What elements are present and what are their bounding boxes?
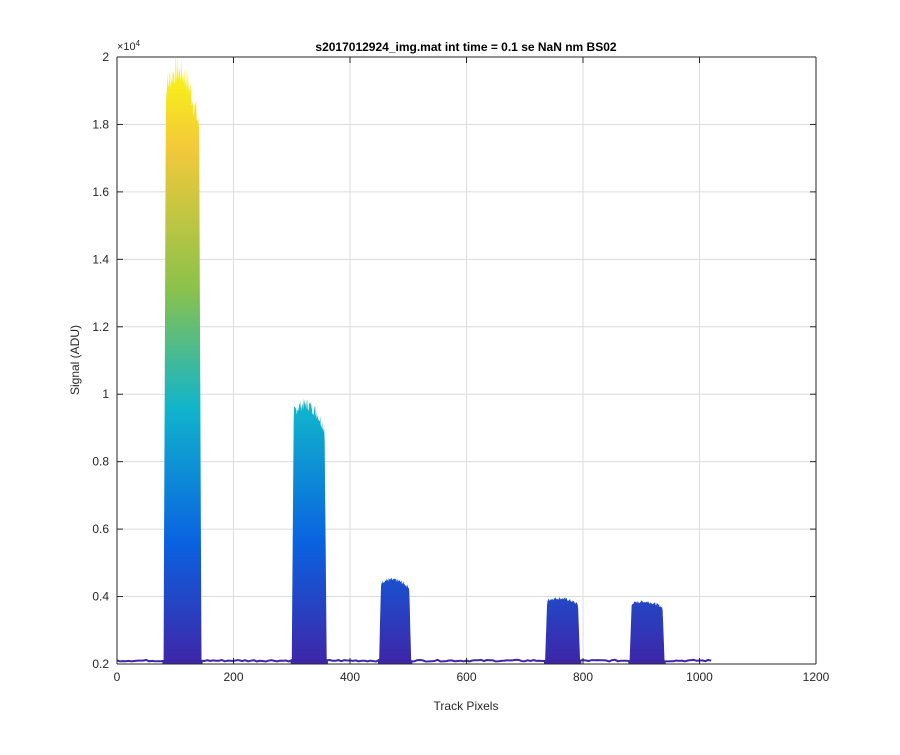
y-tick-label: 2 [102,50,109,64]
x-tick-label: 400 [340,670,360,684]
y-tick-label: 0.6 [92,522,109,536]
y-exponent-base: ×10 [117,41,136,53]
y-tick-label: 1.2 [92,320,109,334]
y-tick-label: 0.8 [92,455,109,469]
axes: 0 200 400 600 800 1000 1200 0.2 0.4 0.6 0.8 1 1.2 1.4… [92,50,829,684]
baseline-trace [116,658,712,663]
signal-band-1 [162,57,203,665]
y-exponent-power: 4 [136,39,141,48]
y-axis-label: Signal (ADU) [68,325,82,395]
signal-band-3 [378,577,413,664]
signal-band-5 [628,600,666,664]
signal-band-2 [290,398,328,664]
y-tick-label: 0.4 [92,590,109,604]
plot-area [116,57,712,665]
y-tick-label: 1.6 [92,185,109,199]
x-tick-label: 600 [456,670,476,684]
y-exponent-label: ×104 [117,39,141,53]
x-tick-label: 0 [114,670,121,684]
x-tick-label: 1000 [686,670,713,684]
grid [116,56,817,665]
y-tick-label: 1 [102,387,109,401]
signal-band-4 [544,597,582,664]
x-tick-label: 200 [223,670,243,684]
y-tick-label: 1.4 [92,252,109,266]
y-tick-label: 0.2 [92,657,109,671]
y-tick-label: 1.8 [92,117,109,131]
x-tick-label: 1200 [803,670,830,684]
chart-title: s2017012924_img.mat int time = 0.1 se Na… [315,40,616,54]
x-tick-label: 800 [573,670,593,684]
x-axis-label: Track Pixels [434,699,499,713]
